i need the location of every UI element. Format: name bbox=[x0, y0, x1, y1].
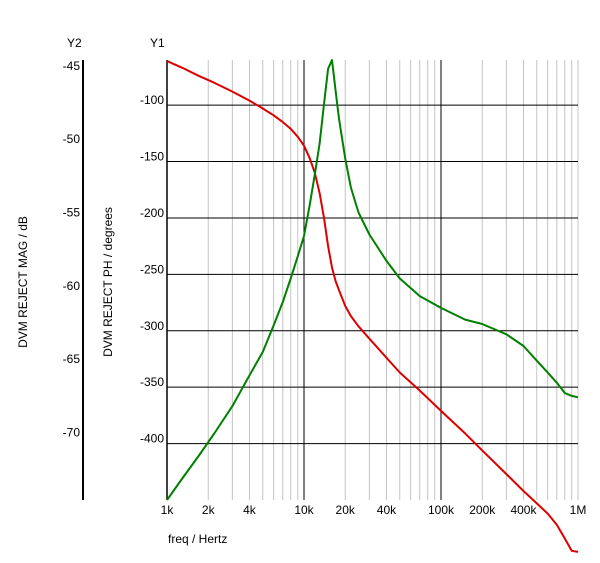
y1-tick-label: -300 bbox=[140, 319, 164, 333]
x-tick-label: 1M bbox=[570, 503, 587, 517]
y1-tick-label: -400 bbox=[140, 432, 164, 446]
y1-tick-label: -100 bbox=[140, 93, 164, 107]
series bbox=[166, 59, 579, 553]
y2-axis-header: Y2 bbox=[67, 36, 82, 50]
y1-tick-label: -150 bbox=[140, 150, 164, 164]
y2-tick-label: -55 bbox=[63, 206, 81, 220]
x-tick-label: 4k bbox=[243, 503, 257, 517]
y2-axis-title: DVM REJECT MAG / dB bbox=[16, 216, 30, 348]
magnitude-series-line bbox=[166, 59, 579, 501]
x-tick-label: 1k bbox=[161, 503, 175, 517]
x-tick-label: 100k bbox=[428, 503, 455, 517]
x-tick-label: 10k bbox=[294, 503, 314, 517]
y1-tick-label: -250 bbox=[140, 262, 164, 276]
x-tick-label: 2k bbox=[202, 503, 216, 517]
x-tick-label: 200k bbox=[469, 503, 496, 517]
phase-series-line bbox=[166, 60, 579, 553]
grid-lines bbox=[167, 60, 579, 500]
y2-tick-label: -45 bbox=[63, 59, 81, 73]
axes bbox=[82, 60, 168, 500]
y2-tick-label: -65 bbox=[63, 352, 81, 366]
y2-tick-label: -50 bbox=[63, 132, 81, 146]
x-axis-title: freq / Hertz bbox=[168, 532, 227, 546]
x-tick-label: 40k bbox=[377, 503, 397, 517]
y1-axis-title: DVM REJECT PH / degrees bbox=[101, 207, 115, 357]
y2-tick-label: -60 bbox=[63, 279, 81, 293]
y1-tick-label: -350 bbox=[140, 375, 164, 389]
y2-tick-label: -70 bbox=[63, 426, 81, 440]
tick-labels: 1k 2k 4k 10k 20k 40k 100k 200k 400k 1M -100 -150 -20… bbox=[63, 59, 587, 517]
x-tick-label: 400k bbox=[510, 503, 537, 517]
y1-axis-header: Y1 bbox=[150, 36, 165, 50]
y1-tick-label: -200 bbox=[140, 206, 164, 220]
x-tick-label: 20k bbox=[336, 503, 356, 517]
